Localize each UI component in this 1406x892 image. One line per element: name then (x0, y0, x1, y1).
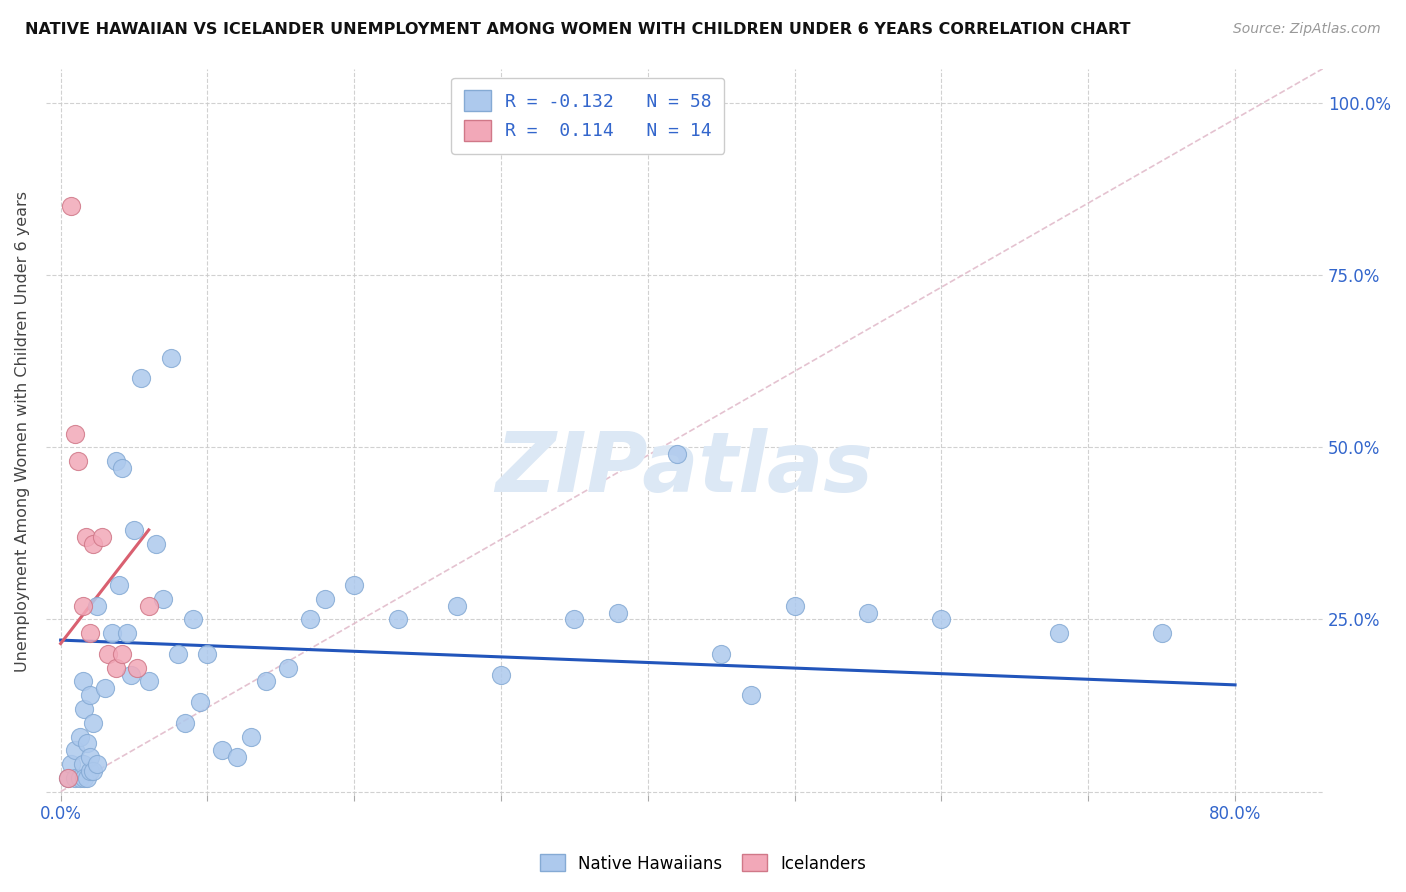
Point (76, 771, 98, 785)
Point (120, 667, 142, 681)
Point (79, 750, 101, 764)
Point (73, 702, 96, 716)
Point (75, 530, 97, 544)
Point (79, 764, 101, 778)
Point (710, 647, 733, 661)
Point (387, 612, 409, 626)
Point (174, 715, 197, 730)
Point (56, 771, 79, 785)
Legend: Native Hawaiians, Icelanders: Native Hawaiians, Icelanders (533, 847, 873, 880)
Point (65, 771, 87, 785)
Point (666, 447, 689, 461)
Point (69, 730, 91, 744)
Point (159, 351, 181, 365)
Point (65, 743, 87, 757)
Point (254, 674, 277, 689)
Point (82, 715, 104, 730)
Point (115, 626, 138, 640)
Point (783, 599, 806, 613)
Point (343, 578, 366, 592)
Point (111, 647, 134, 661)
Point (607, 606, 630, 620)
Point (125, 660, 148, 674)
Point (105, 454, 128, 468)
Point (90, 530, 112, 544)
Point (67, 454, 90, 468)
Point (197, 647, 219, 661)
Point (740, 688, 762, 702)
Point (240, 730, 263, 744)
Point (69, 771, 91, 785)
Point (111, 461, 134, 475)
Point (1047, 626, 1070, 640)
Point (138, 674, 160, 689)
Point (299, 612, 322, 626)
Point (277, 660, 299, 674)
Point (65, 426, 87, 441)
Point (82, 764, 104, 778)
Point (59, 757, 82, 772)
Point (97, 647, 120, 661)
Point (93, 681, 115, 696)
Point (59, 199, 82, 213)
Point (122, 523, 145, 537)
Point (73, 771, 96, 785)
Point (101, 626, 124, 640)
Point (82, 537, 104, 551)
Point (1150, 626, 1173, 640)
Point (86, 757, 108, 772)
Point (72, 674, 94, 689)
Point (489, 667, 512, 681)
Point (56, 771, 79, 785)
Point (931, 612, 953, 626)
Text: NATIVE HAWAIIAN VS ICELANDER UNEMPLOYMENT AMONG WOMEN WITH CHILDREN UNDER 6 YEAR: NATIVE HAWAIIAN VS ICELANDER UNEMPLOYMEN… (25, 22, 1130, 37)
Point (108, 578, 131, 592)
Point (188, 695, 211, 709)
Y-axis label: Unemployment Among Women with Children Under 6 years: Unemployment Among Women with Children U… (15, 191, 30, 673)
Point (72, 757, 94, 772)
Point (314, 591, 336, 606)
Legend: R = -0.132   N = 58, R =  0.114   N = 14: R = -0.132 N = 58, R = 0.114 N = 14 (451, 78, 724, 153)
Point (79, 626, 101, 640)
Point (856, 606, 879, 620)
Point (446, 599, 468, 613)
Point (105, 660, 128, 674)
Point (138, 599, 160, 613)
Point (167, 647, 190, 661)
Point (211, 743, 233, 757)
Point (72, 599, 94, 613)
Point (131, 371, 153, 385)
Point (181, 612, 204, 626)
Point (86, 599, 108, 613)
Text: ZIPatlas: ZIPatlas (496, 427, 873, 508)
Point (145, 537, 167, 551)
Point (152, 591, 174, 606)
Point (564, 612, 586, 626)
Point (79, 688, 101, 702)
Point (225, 750, 247, 764)
Point (76, 736, 98, 750)
Text: Source: ZipAtlas.com: Source: ZipAtlas.com (1233, 22, 1381, 37)
